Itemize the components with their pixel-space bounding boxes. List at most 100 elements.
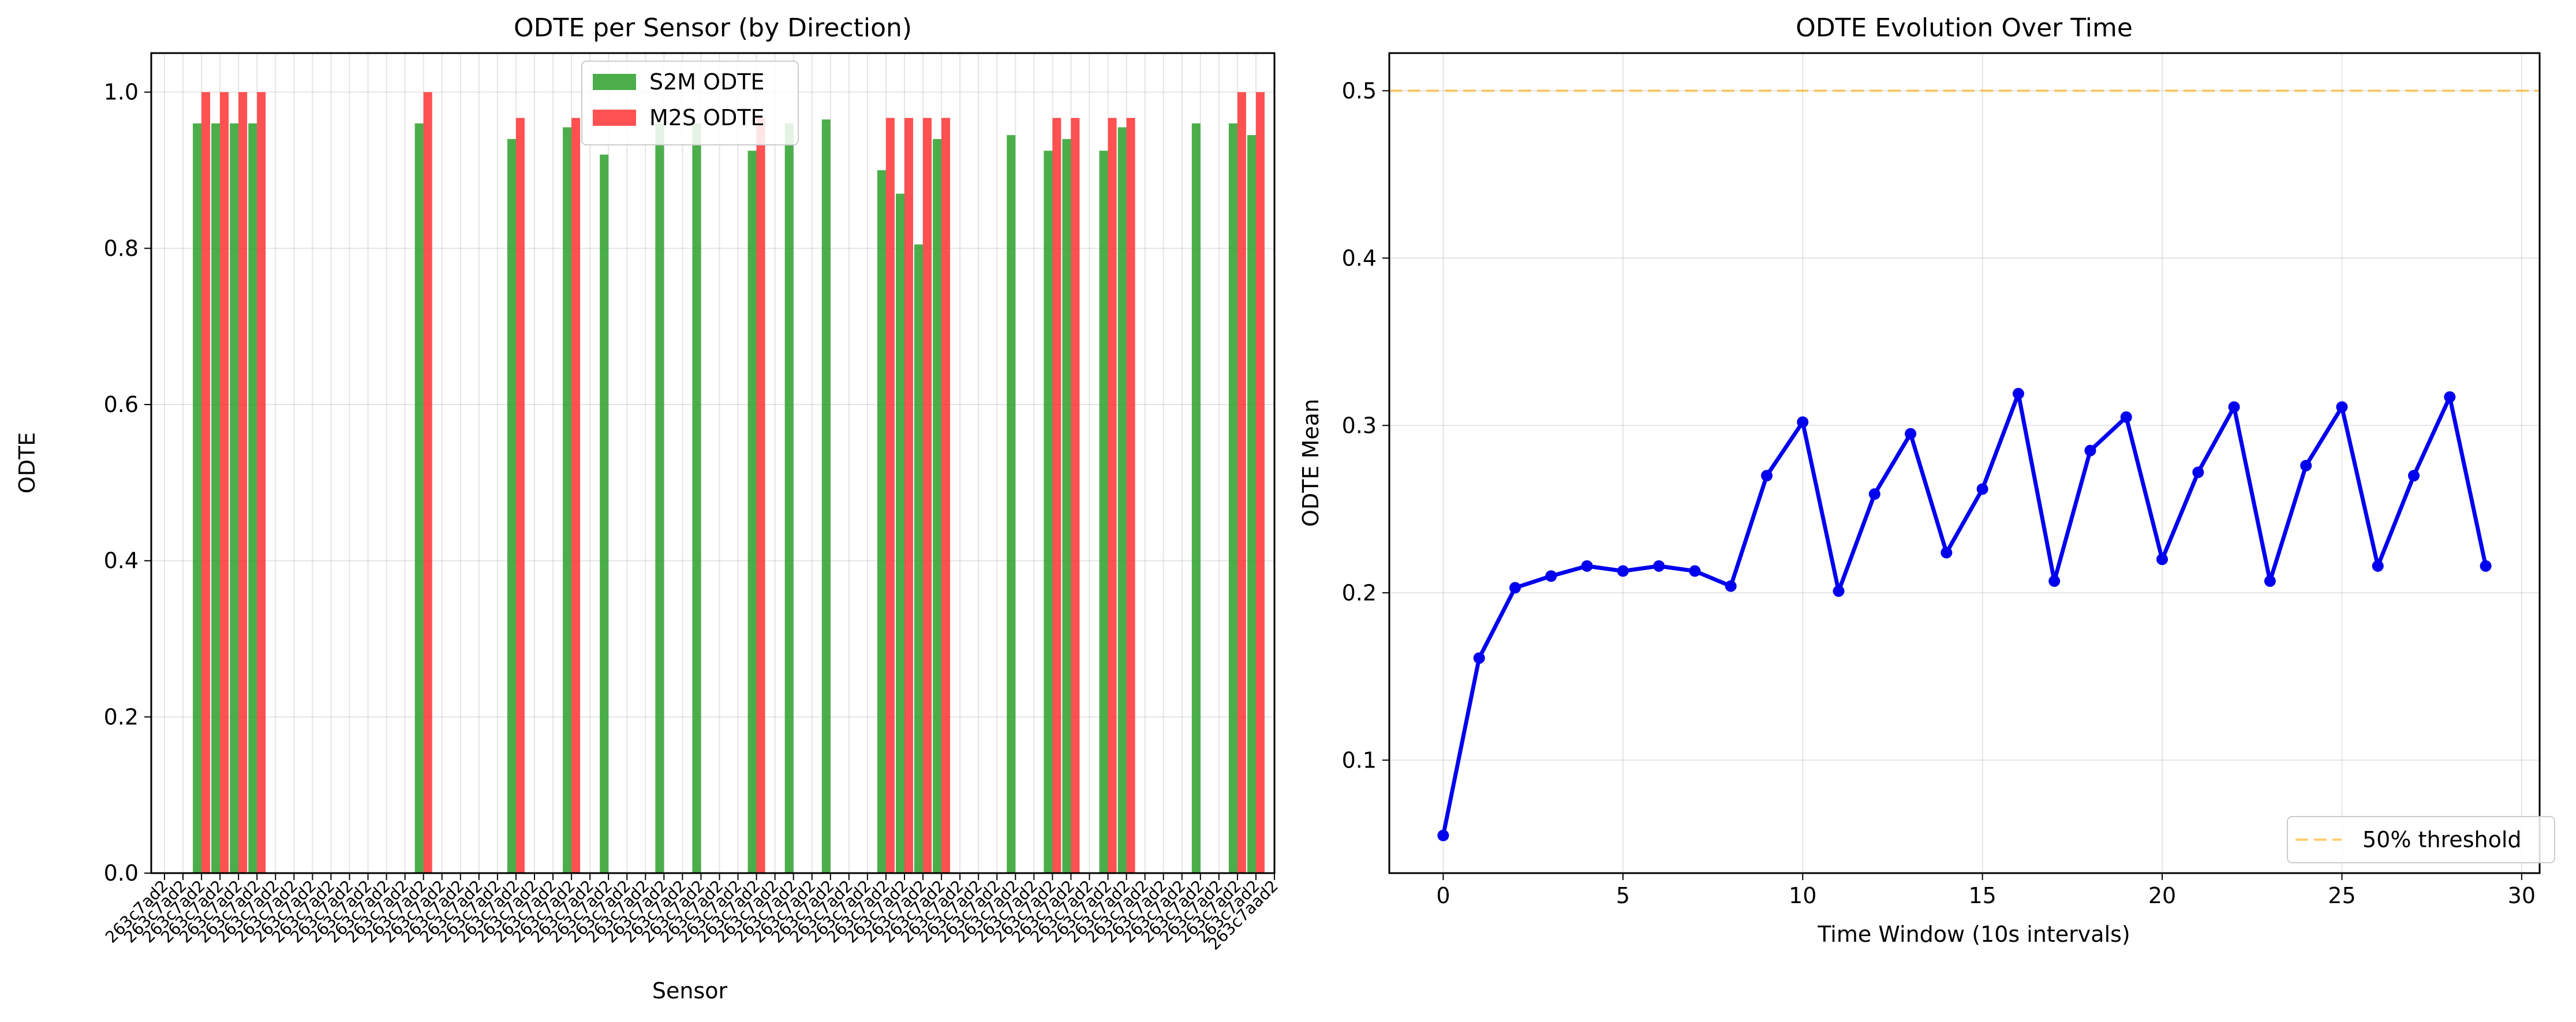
- odte-mean-point: [2192, 466, 2204, 478]
- left-y-tick-label: 0.8: [104, 235, 139, 261]
- odte-mean-point: [2228, 401, 2240, 413]
- bar-m2s-odte: [1071, 118, 1080, 873]
- odte-mean-point: [2264, 575, 2276, 587]
- bar-s2m-odte: [784, 123, 794, 873]
- bar-s2m-odte: [914, 244, 924, 874]
- bar-s2m-odte: [933, 138, 942, 873]
- bar-m2s-odte: [1108, 118, 1117, 873]
- odte-mean-point: [1941, 546, 1953, 559]
- bar-m2s-odte: [1255, 92, 1265, 874]
- bar-s2m-odte: [563, 127, 572, 874]
- bar-s2m-odte: [1007, 135, 1016, 874]
- odte-mean-point: [2372, 560, 2384, 572]
- odte-mean-point: [1797, 416, 1809, 428]
- odte-mean-point: [1581, 560, 1593, 572]
- bar-s2m-odte: [248, 123, 257, 873]
- bar-s2m-odte: [655, 123, 664, 873]
- bar-s2m-odte: [896, 193, 904, 874]
- bar-m2s-odte: [904, 118, 913, 873]
- bar-s2m-odte: [1228, 123, 1237, 873]
- odte-mean-point: [1545, 570, 1557, 582]
- legend-swatch-m2s: [593, 110, 636, 126]
- right-legend-box: [2287, 816, 2555, 863]
- odte-mean-point: [1653, 560, 1665, 572]
- right-x-tick-label: 0: [1436, 883, 1450, 908]
- right-grid: [1389, 53, 2540, 873]
- bar-m2s-odte: [201, 92, 211, 874]
- left-chart-panel: 0.00.20.40.60.81.0263c7ad2263c7ad2263c7a…: [14, 13, 1282, 1004]
- bar-s2m-odte: [1117, 127, 1127, 874]
- right-x-tick-label: 20: [2148, 883, 2176, 908]
- bar-s2m-odte: [211, 123, 220, 873]
- left-ticks: 0.00.20.40.60.81.0263c7ad2263c7ad2263c7a…: [102, 80, 1282, 954]
- bar-s2m-odte: [1099, 151, 1108, 874]
- right-y-axis-label: ODTE Mean: [1298, 399, 1323, 527]
- bar-m2s-odte: [1237, 92, 1246, 874]
- right-x-tick-label: 15: [1968, 883, 1996, 908]
- odte-mean-point: [2444, 391, 2456, 403]
- bar-m2s-odte: [515, 118, 525, 873]
- odte-mean-point: [1617, 565, 1629, 577]
- odte-mean-points: [1437, 388, 2492, 841]
- bar-s2m-odte: [1247, 135, 1256, 874]
- bar-m2s-odte: [238, 92, 248, 874]
- odte-mean-point: [1868, 488, 1880, 500]
- right-ticks: 0 5 10 15 20 25 30 0.1 0.2 0.3 0.4 0.5: [1342, 78, 2536, 908]
- left-y-tick-label: 1.0: [104, 80, 139, 105]
- bar-s2m-odte: [193, 123, 202, 873]
- right-x-tick-label: 30: [2508, 883, 2536, 908]
- odte-mean-point: [2012, 388, 2024, 400]
- left-plot-frame: [150, 52, 1276, 874]
- odte-mean-point: [2084, 444, 2096, 456]
- odte-mean-point: [2408, 470, 2420, 482]
- odte-mean-point: [1689, 565, 1701, 577]
- odte-mean-point: [2048, 575, 2061, 587]
- left-y-tick-label: 0.4: [104, 548, 139, 574]
- left-y-axis-label: ODTE: [14, 432, 40, 493]
- left-legend: S2M ODTE M2S ODTE: [581, 61, 799, 145]
- bar-s2m-odte: [692, 123, 701, 873]
- odte-mean-line: [1441, 391, 2488, 836]
- bar-s2m-odte: [747, 151, 757, 874]
- legend-swatch-s2m: [593, 74, 636, 90]
- odte-mean-point: [2120, 411, 2132, 423]
- right-chart-panel: 0 5 10 15 20 25 30 0.1 0.2 0.3 0.4 0.5 ODTE Evoluti…: [1298, 13, 2555, 947]
- left-y-tick-label: 0.2: [104, 704, 139, 729]
- right-x-tick-label: 25: [2328, 883, 2356, 908]
- left-chart-title: ODTE per Sensor (by Direction): [514, 13, 912, 43]
- bar-m2s-odte: [220, 92, 229, 874]
- odte-mean-point: [1473, 652, 1485, 664]
- left-x-axis-label: Sensor: [652, 978, 728, 1004]
- legend-label-s2m: S2M ODTE: [649, 69, 765, 95]
- right-chart-title: ODTE Evolution Over Time: [1796, 13, 2133, 43]
- bar-s2m-odte: [414, 123, 424, 873]
- bar-s2m-odte: [877, 170, 886, 873]
- bar-s2m-odte: [821, 119, 831, 874]
- odte-mean-point: [1760, 470, 1773, 482]
- right-legend: 50% threshold: [2287, 816, 2555, 863]
- right-y-tick-label: 0.4: [1342, 245, 1377, 271]
- odte-mean-point: [2480, 560, 2492, 572]
- bar-m2s-odte: [423, 92, 432, 874]
- bar-m2s-odte: [257, 92, 266, 874]
- right-x-tick-label: 10: [1789, 883, 1816, 908]
- bar-m2s-odte: [1052, 118, 1061, 873]
- left-y-tick-label: 0.0: [104, 860, 139, 886]
- bar-m2s-odte: [885, 118, 895, 873]
- bar-s2m-odte: [1044, 151, 1053, 874]
- odte-mean-point: [2156, 553, 2169, 566]
- odte-mean-point: [1437, 829, 1449, 841]
- bar-s2m-odte: [230, 123, 239, 873]
- odte-mean-point: [2300, 459, 2312, 471]
- legend-label-threshold: 50% threshold: [2362, 827, 2522, 852]
- right-y-tick-label: 0.2: [1342, 580, 1377, 605]
- bar-s2m-odte: [1062, 138, 1071, 873]
- bar-m2s-odte: [1126, 118, 1135, 873]
- bar-m2s-odte: [923, 118, 932, 873]
- bar-m2s-odte: [756, 118, 765, 873]
- right-y-tick-label: 0.3: [1342, 413, 1377, 438]
- right-plot-frame: [1388, 52, 2541, 874]
- left-bars: [193, 92, 1265, 874]
- bar-s2m-odte: [1191, 123, 1201, 873]
